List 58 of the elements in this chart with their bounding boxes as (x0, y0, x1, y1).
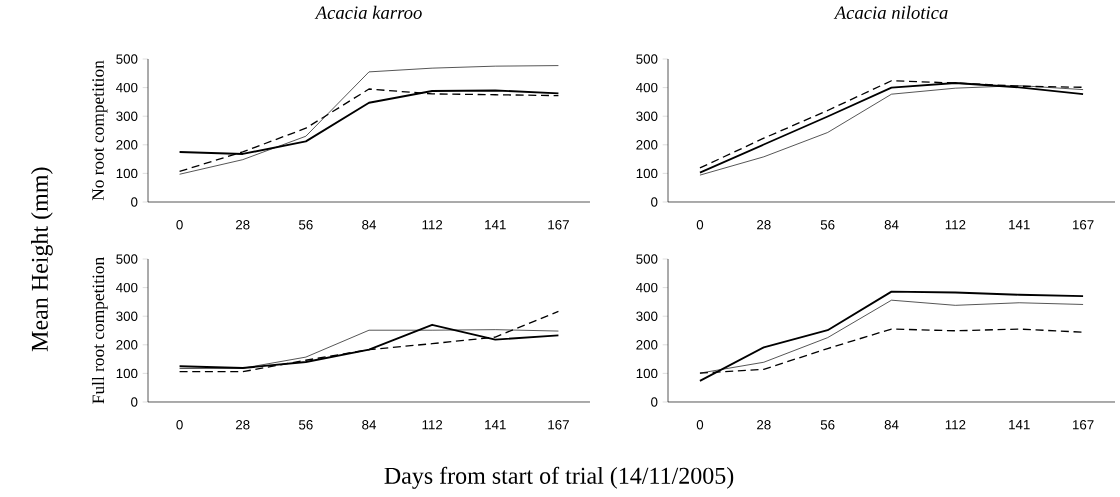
x-tick-label: 0 (696, 420, 704, 430)
x-tick-label: 56 (820, 420, 835, 430)
y-tick-label: 300 (636, 111, 658, 121)
x-tick-label: 167 (548, 420, 569, 430)
y-tick-label: 500 (636, 54, 658, 64)
y-tick-label: 200 (116, 140, 138, 150)
x-tick-label: 28 (235, 420, 250, 430)
x-tick-label: 141 (1009, 420, 1030, 430)
x-tick-label: 112 (945, 420, 966, 430)
x-tick-label: 112 (422, 420, 443, 430)
y-tick-label: 0 (651, 397, 658, 407)
x-tick-label: 112 (945, 220, 966, 230)
y-tick-label: 500 (116, 254, 138, 264)
y-tick-label: 300 (116, 111, 138, 121)
x-tick-label: 167 (548, 220, 569, 230)
y-tick-label: 300 (636, 311, 658, 321)
y-tick-label: 400 (116, 82, 138, 93)
y-tick-label: 200 (116, 340, 138, 350)
x-tick-label: 167 (1072, 420, 1094, 430)
y-tick-label: 100 (636, 368, 658, 379)
x-tick-label: 56 (298, 220, 313, 230)
chart-title: Acacia karroo (314, 5, 422, 19)
y-tick-label: 200 (636, 340, 658, 350)
x-tick-label: 141 (485, 220, 506, 230)
x-tick-label: 56 (820, 220, 835, 230)
x-tick-label: 28 (757, 420, 771, 430)
y-axis-title: No root competition (92, 60, 108, 201)
chart-title: Acacia nilotica (833, 5, 948, 19)
y-tick-label: 0 (651, 197, 658, 207)
x-tick-label: 141 (485, 420, 506, 430)
x-tick-label: 84 (884, 220, 899, 230)
y-tick-label: 400 (636, 82, 658, 93)
y-tick-label: 400 (116, 282, 138, 293)
x-tick-label: 56 (298, 420, 313, 430)
y-tick-label: 100 (636, 168, 658, 179)
y-tick-label: 400 (636, 282, 658, 293)
x-tick-label: 0 (176, 420, 183, 430)
x-tick-label: 0 (176, 220, 183, 230)
text: Mean Height (mm) (31, 167, 53, 352)
x-tick-label: 84 (884, 420, 899, 430)
y-tick-label: 0 (131, 397, 138, 407)
y-tick-label: 100 (116, 168, 138, 179)
x-tick-label: 0 (696, 220, 704, 230)
x-tick-label: 141 (1009, 220, 1030, 230)
x-tick-label: 112 (422, 220, 443, 230)
x-tick-label: 84 (362, 220, 377, 230)
x-tick-label: 28 (757, 220, 771, 230)
y-axis-title: Full root competition (91, 257, 108, 404)
y-tick-label: 0 (131, 197, 138, 207)
x-tick-label: 28 (235, 220, 250, 230)
x-tick-label: 84 (362, 420, 377, 430)
y-tick-label: 100 (116, 368, 138, 379)
text: Days from start of trial (14/11/2005) (384, 466, 734, 489)
y-tick-label: 200 (636, 140, 658, 150)
y-tick-label: 300 (116, 311, 138, 321)
y-tick-label: 500 (116, 54, 138, 64)
y-tick-label: 500 (636, 254, 658, 264)
x-tick-label: 167 (1072, 220, 1094, 230)
